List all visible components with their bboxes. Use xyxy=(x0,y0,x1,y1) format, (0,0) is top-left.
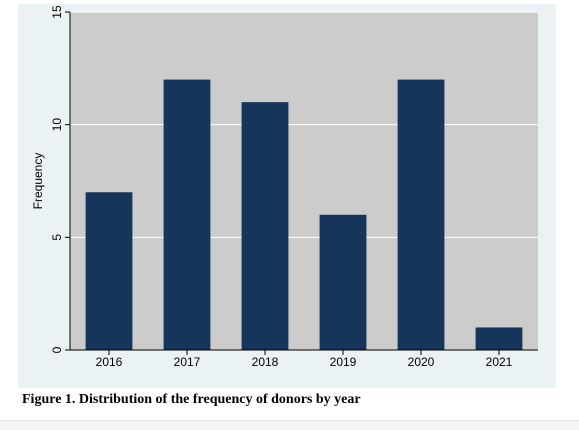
x-tick-label: 2020 xyxy=(408,355,435,369)
bar xyxy=(163,79,211,350)
page-bottom-divider xyxy=(0,420,579,430)
x-tick-label: 2016 xyxy=(96,355,123,369)
y-tick-label: 10 xyxy=(50,118,64,132)
y-axis-label: Frequency xyxy=(31,153,45,210)
bar xyxy=(475,327,523,350)
y-tick-label: 5 xyxy=(50,234,64,241)
plot-area xyxy=(70,12,538,350)
x-tick-label: 2017 xyxy=(174,355,201,369)
y-tick-label: 0 xyxy=(50,346,64,353)
bar xyxy=(397,79,445,350)
figure-caption: Figure 1. Distribution of the frequency … xyxy=(22,392,361,407)
bar-chart: 0 5 10 15 2016 2017 2018 2019 2020 2021 Frequency xyxy=(31,5,538,369)
x-tick-label: 2021 xyxy=(486,355,513,369)
bar xyxy=(241,102,289,350)
chart-panel: 0 5 10 15 2016 2017 2018 2019 2020 2021 Frequency xyxy=(18,4,556,388)
y-tick-label: 15 xyxy=(50,5,64,19)
bar xyxy=(319,214,367,350)
bar xyxy=(85,192,133,350)
x-tick-label: 2018 xyxy=(252,355,279,369)
x-tick-label: 2019 xyxy=(330,355,357,369)
